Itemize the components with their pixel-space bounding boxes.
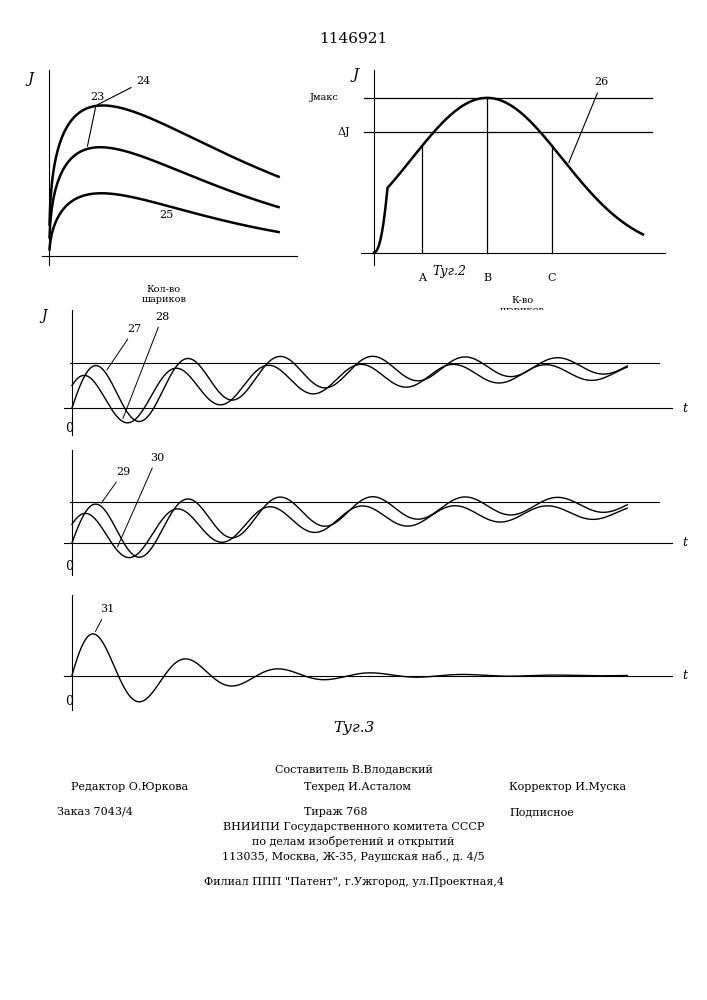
Text: Тираж 768: Тираж 768 bbox=[304, 807, 368, 817]
Text: К-во
шариков: К-во шариков bbox=[500, 296, 544, 315]
Text: A: A bbox=[419, 273, 426, 283]
Text: J: J bbox=[352, 68, 358, 82]
Text: 30: 30 bbox=[117, 453, 164, 547]
Text: 27: 27 bbox=[107, 324, 141, 370]
Text: Jмакс: Jмакс bbox=[310, 93, 339, 102]
Text: Корректор И.Муска: Корректор И.Муска bbox=[509, 782, 626, 792]
Text: t: t bbox=[683, 536, 688, 549]
Text: 0: 0 bbox=[65, 695, 74, 708]
Text: ВНИИПИ Государственного комитета СССР: ВНИИПИ Государственного комитета СССР bbox=[223, 822, 484, 832]
Text: t: t bbox=[683, 402, 688, 415]
Text: 113035, Москва, Ж-35, Раушская наб., д. 4/5: 113035, Москва, Ж-35, Раушская наб., д. … bbox=[222, 851, 485, 862]
Text: Подписное: Подписное bbox=[509, 807, 574, 817]
Text: 24: 24 bbox=[98, 76, 151, 105]
Text: 29: 29 bbox=[101, 467, 131, 503]
Text: по делам изобретений и открытий: по делам изобретений и открытий bbox=[252, 836, 455, 847]
Text: 0: 0 bbox=[65, 422, 74, 435]
Text: Редактор О.Юркова: Редактор О.Юркова bbox=[71, 782, 188, 792]
Text: Τуг.3: Τуг.3 bbox=[333, 721, 374, 735]
Text: B: B bbox=[483, 273, 491, 283]
Text: C: C bbox=[547, 273, 556, 283]
Text: 31: 31 bbox=[95, 604, 114, 632]
Text: Техред И.Асталом: Техред И.Асталом bbox=[304, 782, 411, 792]
Text: Филиал ППП "Патент", г.Ужгород, ул.Проектная,4: Филиал ППП "Патент", г.Ужгород, ул.Проек… bbox=[204, 877, 503, 887]
Text: 0: 0 bbox=[65, 560, 74, 573]
Text: Заказ 7043/4: Заказ 7043/4 bbox=[57, 807, 132, 817]
Text: 28: 28 bbox=[123, 312, 170, 418]
Text: Кол-во
шариков: Кол-во шариков bbox=[141, 284, 187, 304]
Text: ΔJ: ΔJ bbox=[337, 127, 350, 137]
Text: 26: 26 bbox=[569, 77, 609, 163]
Text: 1146921: 1146921 bbox=[320, 32, 387, 46]
Text: 25: 25 bbox=[159, 210, 174, 220]
Text: Τуг.2: Τуг.2 bbox=[432, 265, 466, 278]
Text: J: J bbox=[28, 72, 34, 86]
Text: Составитель В.Влодавский: Составитель В.Влодавский bbox=[274, 764, 433, 774]
Text: 23: 23 bbox=[88, 92, 105, 146]
Text: t: t bbox=[683, 669, 688, 682]
Text: J: J bbox=[42, 309, 47, 323]
